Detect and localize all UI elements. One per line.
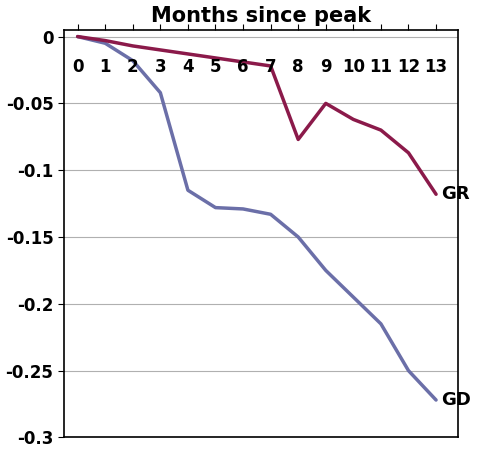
Text: GD: GD — [442, 391, 471, 409]
Text: 8: 8 — [293, 58, 304, 76]
Text: 13: 13 — [424, 58, 447, 76]
Text: 6: 6 — [237, 58, 249, 76]
Text: 12: 12 — [397, 58, 420, 76]
Title: Months since peak: Months since peak — [151, 5, 371, 25]
Text: 3: 3 — [154, 58, 166, 76]
Text: 11: 11 — [369, 58, 392, 76]
Text: 5: 5 — [210, 58, 221, 76]
Text: 0: 0 — [72, 58, 83, 76]
Text: 9: 9 — [320, 58, 332, 76]
Text: 4: 4 — [182, 58, 194, 76]
Text: 2: 2 — [127, 58, 139, 76]
Text: 7: 7 — [265, 58, 276, 76]
Text: 1: 1 — [99, 58, 111, 76]
Text: GR: GR — [442, 185, 470, 203]
Text: 10: 10 — [342, 58, 365, 76]
